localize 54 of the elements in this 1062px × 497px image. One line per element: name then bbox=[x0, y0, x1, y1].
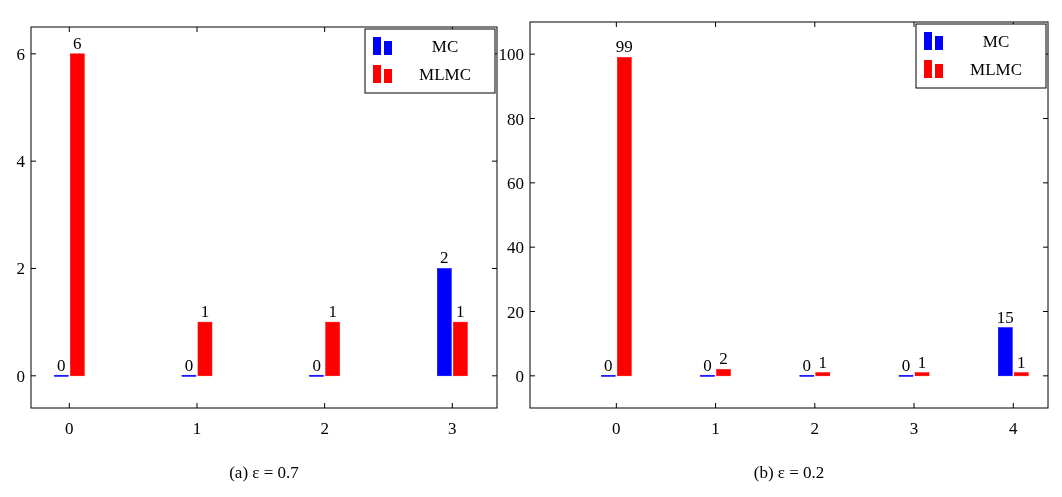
x-tick-label: 0 bbox=[65, 419, 74, 438]
bar bbox=[914, 372, 930, 377]
bar bbox=[437, 268, 452, 377]
y-tick-label: 2 bbox=[16, 259, 25, 279]
y-tick-label: 0 bbox=[515, 366, 524, 386]
legend-label: MC bbox=[982, 32, 1010, 51]
data-label: 6 bbox=[73, 33, 82, 53]
data-label: 0 bbox=[901, 355, 911, 375]
bar bbox=[815, 372, 831, 377]
bar bbox=[1014, 372, 1029, 377]
x-tick-label: 3 bbox=[909, 419, 919, 438]
data-label: 0 bbox=[184, 355, 194, 375]
data-label: 0 bbox=[703, 355, 712, 375]
x-tick-label: 2 bbox=[320, 419, 329, 438]
x-tick-label: 2 bbox=[810, 419, 820, 438]
bar bbox=[998, 327, 1013, 377]
y-tick-label: 40 bbox=[507, 238, 524, 258]
data-label: 0 bbox=[802, 355, 812, 375]
y-tick-label: 80 bbox=[507, 109, 524, 129]
y-tick-label: 60 bbox=[507, 173, 524, 193]
data-label: 2 bbox=[440, 248, 449, 268]
x-tick-label: 3 bbox=[448, 419, 457, 438]
text: (b) ε = 0.2 bbox=[753, 463, 825, 482]
data-label: 1 bbox=[917, 352, 927, 372]
bar bbox=[716, 369, 731, 377]
data-label: 1 bbox=[200, 302, 210, 322]
data-label: 1 bbox=[328, 302, 337, 322]
x-tick-label: 4 bbox=[1009, 419, 1019, 438]
y-tick-label: 4 bbox=[16, 152, 26, 172]
bar bbox=[325, 321, 340, 377]
bar bbox=[70, 53, 85, 377]
data-label: 1 bbox=[818, 352, 828, 372]
data-label: 1 bbox=[456, 302, 465, 322]
data-label: 99 bbox=[615, 37, 633, 57]
legend-label: MLMC bbox=[970, 60, 1022, 79]
bar bbox=[453, 321, 468, 377]
data-label: 0 bbox=[57, 355, 66, 375]
x-tick-label: 0 bbox=[612, 419, 621, 438]
y-tick-label: 6 bbox=[16, 44, 25, 64]
legend-label: MLMC bbox=[419, 65, 471, 84]
data-label: 1 bbox=[1017, 352, 1026, 372]
x-tick-label: 1 bbox=[711, 419, 720, 438]
data-label: 2 bbox=[719, 349, 728, 369]
data-label: 0 bbox=[604, 355, 613, 375]
bar bbox=[197, 321, 213, 377]
y-tick-label: 20 bbox=[507, 302, 524, 322]
bar bbox=[617, 57, 632, 377]
legend-label: MC bbox=[431, 37, 459, 56]
y-tick-label: 100 bbox=[498, 45, 524, 65]
data-label: 0 bbox=[312, 355, 321, 375]
data-label: 15 bbox=[996, 307, 1014, 327]
y-tick-label: 0 bbox=[16, 366, 25, 386]
x-tick-label: 1 bbox=[192, 419, 202, 438]
text: (a) ε = 0.7 bbox=[229, 463, 300, 482]
